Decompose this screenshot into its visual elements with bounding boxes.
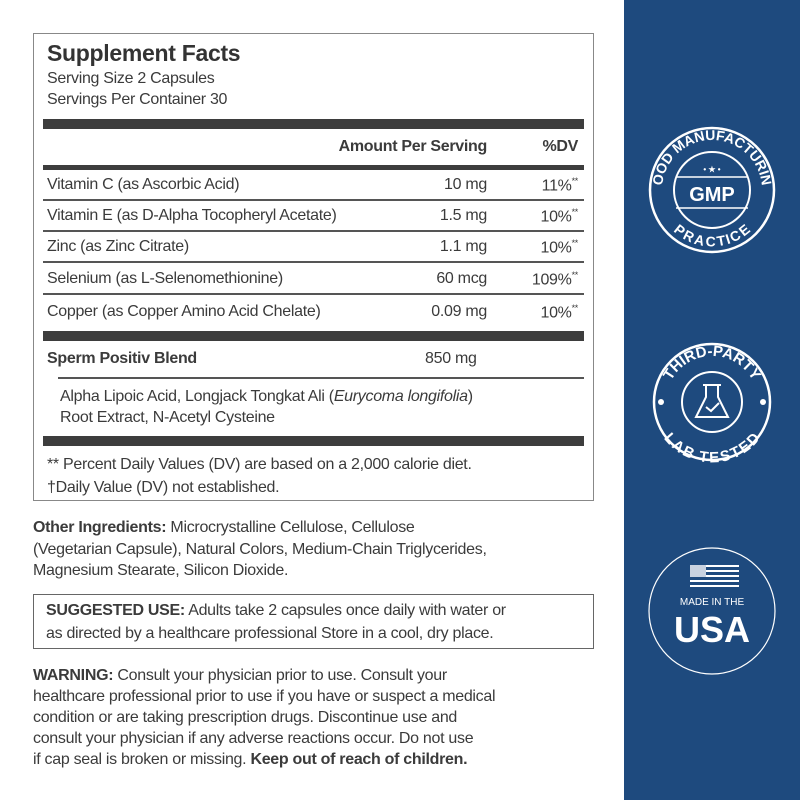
nutrient-dv: 109%** [531,270,578,289]
nutrient-dv: 10%** [540,303,578,322]
supplement-facts-panel: Supplement Facts Serving Size 2 Capsules… [33,33,594,501]
facts-title: Supplement Facts [47,40,241,66]
blend-name: Sperm Positiv Blend [47,350,197,367]
made-in-usa-badge: MADE IN THE USA [648,547,776,675]
nutrient-dv: 10%** [540,207,578,226]
nutrient-amount: 0.09 mg [431,303,487,320]
col-dv-header: %DV [542,138,578,155]
row-divider [43,199,584,201]
usa-small-text: MADE IN THE [680,597,745,608]
nutrient-dv: 11%** [541,176,579,195]
suggested-use-text: SUGGESTED USE: Adults take 2 capsules on… [46,602,506,642]
row-divider [43,230,584,232]
lab-bottom-text: LAB TESTED [660,430,763,467]
col-amount-header: Amount Per Serving [338,138,488,155]
other-ingredients: Other Ingredients: Microcrystalline Cell… [33,519,487,579]
nutrient-name: Selenium (as L-Selenomethionine) [47,270,283,287]
nutrient-amount: 10 mg [444,176,487,193]
nutrient-name: Zinc (as Zinc Citrate) [47,238,189,255]
blend-amount: 850 mg [425,350,477,367]
nutrient-amount: 1.5 mg [439,207,487,224]
nutrient-name: Copper (as Copper Amino Acid Chelate) [47,303,321,320]
blend-ingredients-line1: Alpha Lipoic Acid, Longjack Tongkat Ali … [60,388,473,405]
us-flag-icon [690,565,739,587]
warning-text: WARNING: Consult your physician prior to… [33,667,496,768]
lab-top-text: THIRD-PARTY [660,343,764,383]
divider-thick [43,436,584,446]
divider-thick [43,119,584,129]
nutrient-dv: 10%** [540,238,578,257]
servings-per-container: Servings Per Container 30 [47,91,228,108]
nutrient-amount: 60 mcg [436,270,487,287]
footnote-not-established: †Daily Value (DV) not established. [47,479,280,496]
blend-ingredients-line2: Root Extract, N-Acetyl Cysteine [60,409,275,426]
serving-size: Serving Size 2 Capsules [47,70,215,87]
row-divider [43,261,584,263]
star-icon: • ★ • [703,165,720,174]
divider-thick [43,331,584,341]
row-divider [43,293,584,295]
lab-tested-badge: THIRD-PARTY LAB TESTED [652,342,772,467]
gmp-badge: GOOD MANUFACTURING PRACTICE • ★ • GMP [624,0,776,254]
badge-panel: GOOD MANUFACTURING PRACTICE • ★ • GMP TH… [624,0,800,800]
divider-medium [43,165,584,170]
footnote-dv: ** Percent Daily Values (DV) are based o… [47,456,472,473]
suggested-use-box: SUGGESTED USE: Adults take 2 capsules on… [33,594,594,649]
flask-check-icon [694,384,730,418]
gmp-top-text: GOOD MANUFACTURING [624,0,775,186]
divider-thin [58,377,584,379]
nutrient-amount: 1.1 mg [439,238,487,255]
gmp-center-text: GMP [689,184,735,206]
nutrient-name: Vitamin C (as Ascorbic Acid) [47,176,240,193]
usa-big-text: USA [674,609,750,650]
nutrient-name: Vitamin E (as D-Alpha Tocopheryl Acetate… [47,207,337,224]
